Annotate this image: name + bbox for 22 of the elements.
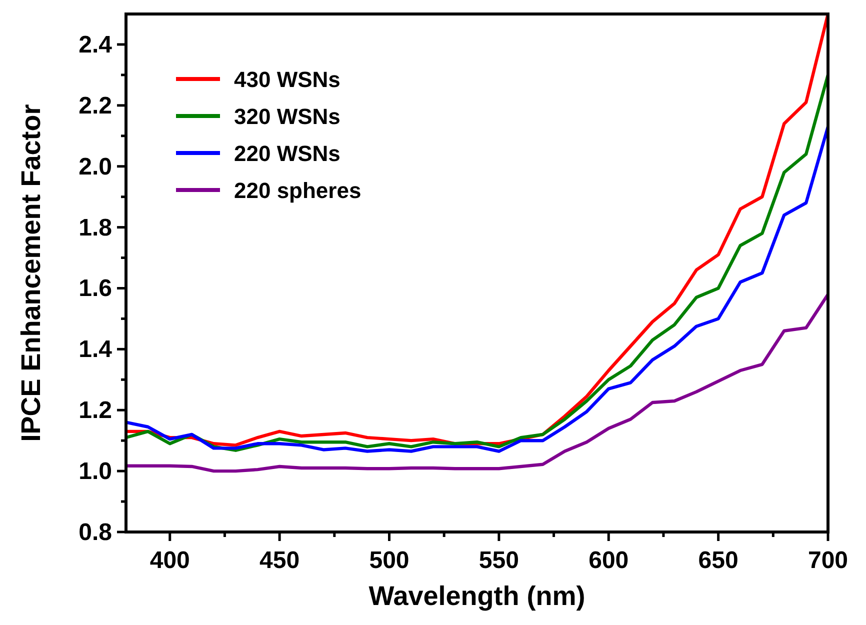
y-tick-label: 1.4 (78, 336, 113, 364)
y-tick-label: 1.0 (78, 458, 112, 486)
x-tick-label: 600 (588, 547, 629, 574)
y-tick-label: 1.6 (78, 275, 112, 302)
x-tick-label: 650 (698, 547, 738, 574)
y-tick-label: 1.2 (78, 397, 112, 424)
x-tick-label: 400 (150, 547, 190, 574)
legend-label: 220 WSNs (234, 141, 340, 166)
y-tick-label: 1.8 (78, 214, 112, 242)
legend-label: 430 WSNs (234, 67, 340, 92)
x-axis-title: Wavelength (nm) (368, 581, 586, 611)
y-tick-label: 2.4 (78, 31, 113, 58)
x-tick-label: 500 (369, 547, 410, 574)
x-tick-label: 700 (808, 547, 848, 574)
y-tick-label: 2.0 (78, 153, 112, 180)
y-axis-title: IPCE Enhancement Factor (16, 104, 46, 442)
x-tick-label: 450 (260, 547, 300, 574)
legend-label: 320 WSNs (234, 104, 340, 129)
x-tick-label: 550 (478, 547, 519, 574)
legend-label: 220 spheres (234, 178, 362, 203)
y-tick-label: 2.2 (78, 92, 112, 120)
y-tick-label: 0.8 (78, 519, 112, 546)
